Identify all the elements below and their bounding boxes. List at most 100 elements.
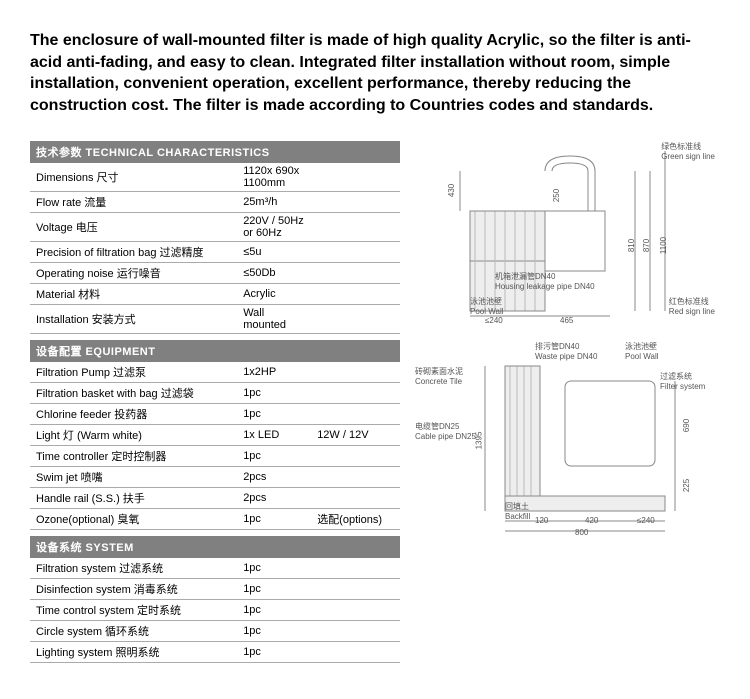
dim-250: 250: [552, 189, 561, 202]
spec-value: 2pcs: [237, 467, 311, 488]
label-red-line: 红色标准线Red sign line: [669, 296, 715, 316]
table-row: Light 灯 (Warm white)1x LED12W / 12V: [30, 425, 400, 446]
table-row: Filtration basket with bag 过滤袋1pc: [30, 383, 400, 404]
diagram-column: 绿色标准线Green sign line 红色标准线Red sign line …: [415, 141, 720, 669]
dim-120: 120: [535, 516, 548, 525]
table-row: Disinfection system 消毒系统1pc: [30, 579, 400, 600]
spec-value: 1120x 690x 1100mm: [237, 163, 311, 192]
spec-value-extra: [311, 446, 400, 467]
table-row: Time control system 定时系统1pc: [30, 600, 400, 621]
spec-value: 1pc: [237, 446, 311, 467]
spec-value: 220V / 50Hz or 60Hz: [237, 213, 311, 242]
spec-value-extra: [311, 621, 400, 642]
table-row: Flow rate 流量25m³/h: [30, 192, 400, 213]
spec-value: 1pc: [237, 558, 311, 579]
dim-le240-top: ≤240: [485, 316, 503, 325]
table-row: Lighting system 照明系统1pc: [30, 642, 400, 663]
spec-value-extra: 12W / 12V: [311, 425, 400, 446]
spec-label: Time controller 定时控制器: [30, 446, 237, 467]
spec-label: Filtration Pump 过滤泵: [30, 362, 237, 383]
table-row: Installation 安装方式Wall mounted: [30, 305, 400, 334]
spec-label: Operating noise 运行噪音: [30, 263, 237, 284]
spec-value-extra: [311, 305, 400, 334]
spec-value-extra: [311, 467, 400, 488]
bottom-diagram: 砖砌素面水泥Concrete Tile 电缆管DN25Cable pipe DN…: [415, 336, 715, 536]
spec-label: Disinfection system 消毒系统: [30, 579, 237, 600]
spec-value-extra: [311, 383, 400, 404]
spec-value-extra: [311, 263, 400, 284]
spec-label: Handle rail (S.S.) 扶手: [30, 488, 237, 509]
spec-value: Wall mounted: [237, 305, 311, 334]
label-filter-system: 过滤系统Filter system: [660, 371, 705, 391]
spec-value-extra: 选配(options): [311, 509, 400, 530]
spec-label: Precision of filtration bag 过滤精度: [30, 242, 237, 263]
spec-label: Installation 安装方式: [30, 305, 237, 334]
spec-value: 1x2HP: [237, 362, 311, 383]
dim-465: 465: [560, 316, 573, 325]
dim-690: 690: [682, 419, 691, 432]
spec-label: Flow rate 流量: [30, 192, 237, 213]
label-waste-pipe: 排污管DN40Waste pipe DN40: [535, 341, 597, 361]
spec-value-extra: [311, 192, 400, 213]
label-pool-wall-bottom: 泳池池壁Pool Wall: [625, 341, 659, 361]
dim-1100: 1100: [659, 237, 668, 254]
spec-value: 1pc: [237, 642, 311, 663]
spec-label: Circle system 循环系统: [30, 621, 237, 642]
spec-value-extra: [311, 404, 400, 425]
spec-value-extra: [311, 362, 400, 383]
spec-value: ≤5u: [237, 242, 311, 263]
spec-value-extra: [311, 579, 400, 600]
spec-value-extra: [311, 213, 400, 242]
spec-label: Ozone(optional) 臭氧: [30, 509, 237, 530]
section-header-system: 设备系统 SYSTEM: [30, 536, 400, 558]
spec-label: Chlorine feeder 投药器: [30, 404, 237, 425]
label-concrete-tile: 砖砌素面水泥Concrete Tile: [415, 366, 463, 386]
spec-value-extra: [311, 600, 400, 621]
label-pool-wall-top: 泳池池壁Pool Wall: [470, 296, 504, 316]
spec-label: Lighting system 照明系统: [30, 642, 237, 663]
spec-label: Filtration basket with bag 过滤袋: [30, 383, 237, 404]
spec-value-extra: [311, 488, 400, 509]
dim-1395: 1395: [474, 432, 483, 450]
spec-label: Dimensions 尺寸: [30, 163, 237, 192]
spec-value: 1x LED: [237, 425, 311, 446]
table-row: Circle system 循环系统1pc: [30, 621, 400, 642]
spec-label: Voltage 电压: [30, 213, 237, 242]
intro-paragraph: The enclosure of wall-mounted filter is …: [30, 30, 720, 116]
spec-value: 2pcs: [237, 488, 311, 509]
tech-table: Dimensions 尺寸1120x 690x 1100mmFlow rate …: [30, 163, 400, 334]
label-housing-leakage: 机箱泄漏管DN40Housing leakage pipe DN40: [495, 271, 595, 291]
dim-420: 420: [585, 516, 598, 525]
label-backfill: 回填土Backfill: [505, 501, 530, 521]
spec-value: 1pc: [237, 383, 311, 404]
section-header-tech: 技术参数 TECHNICAL CHARACTERISTICS: [30, 141, 400, 163]
spec-value: 1pc: [237, 509, 311, 530]
spec-value: ≤50Db: [237, 263, 311, 284]
label-green-line: 绿色标准线Green sign line: [661, 141, 715, 161]
table-row: Chlorine feeder 投药器1pc: [30, 404, 400, 425]
spec-value: 25m³/h: [237, 192, 311, 213]
top-diagram: 绿色标准线Green sign line 红色标准线Red sign line …: [415, 141, 715, 331]
dim-430: 430: [447, 184, 456, 197]
spec-value-extra: [311, 242, 400, 263]
dim-800: 800: [575, 528, 588, 537]
dim-225: 225: [682, 479, 691, 492]
spec-label: Light 灯 (Warm white): [30, 425, 237, 446]
spec-value-extra: [311, 284, 400, 305]
table-row: Operating noise 运行噪音≤50Db: [30, 263, 400, 284]
table-row: Dimensions 尺寸1120x 690x 1100mm: [30, 163, 400, 192]
system-table: Filtration system 过滤系统1pcDisinfection sy…: [30, 558, 400, 663]
table-row: Handle rail (S.S.) 扶手2pcs: [30, 488, 400, 509]
spec-value-extra: [311, 642, 400, 663]
table-row: Precision of filtration bag 过滤精度≤5u: [30, 242, 400, 263]
spec-value-extra: [311, 558, 400, 579]
spec-label: Time control system 定时系统: [30, 600, 237, 621]
spec-value: 1pc: [237, 579, 311, 600]
spec-value: 1pc: [237, 404, 311, 425]
section-header-equip: 设备配置 EQUIPMENT: [30, 340, 400, 362]
spec-column: 技术参数 TECHNICAL CHARACTERISTICS Dimension…: [30, 141, 400, 669]
table-row: Swim jet 喷嘴2pcs: [30, 467, 400, 488]
spec-value: 1pc: [237, 600, 311, 621]
spec-label: Filtration system 过滤系统: [30, 558, 237, 579]
table-row: Ozone(optional) 臭氧1pc选配(options): [30, 509, 400, 530]
